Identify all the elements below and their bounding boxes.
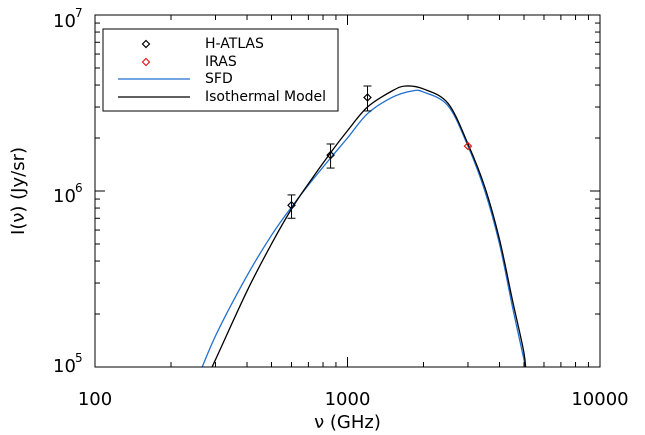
points-layer	[287, 85, 473, 219]
x-tick-label-100: 100	[78, 389, 112, 410]
y-tick-label-1e5: 10	[53, 356, 76, 377]
legend: H-ATLAS IRAS SFD Isothermal Model	[102, 28, 339, 112]
legend-label-sfd: SFD	[205, 71, 233, 87]
iras-point	[463, 141, 473, 151]
x-tick-label-10000: 10000	[571, 389, 628, 410]
h-atlas-point	[363, 93, 372, 102]
y-tick-label-1e7: 10	[53, 11, 76, 32]
legend-label-h-atlas: H-ATLAS	[205, 36, 264, 52]
y-tick-exp-1e7: 7	[75, 6, 83, 20]
y-axis-title: I(ν) (Jy/sr)	[8, 147, 29, 235]
y-tick-label-1e6: 10	[53, 186, 76, 207]
x-tick-label-1000: 1000	[325, 389, 371, 410]
series-line-sfd	[201, 89, 527, 367]
legend-label-iras: IRAS	[205, 54, 237, 70]
h-atlas-point	[287, 200, 296, 210]
legend-keys	[118, 39, 190, 98]
y-tick-exp-1e5: 5	[75, 351, 83, 365]
axis-ticks	[94, 15, 600, 368]
legend-label-isothermal: Isothermal Model	[205, 89, 326, 105]
h-atlas-point	[326, 150, 335, 160]
curves-layer	[201, 85, 527, 367]
series-line-isothermal-model	[211, 85, 527, 367]
y-tick-exp-1e6: 6	[75, 181, 83, 195]
x-axis-title: ν (GHz)	[314, 412, 381, 433]
legend-marker-iras	[141, 57, 151, 67]
legend-marker-h-atlas	[141, 39, 151, 49]
